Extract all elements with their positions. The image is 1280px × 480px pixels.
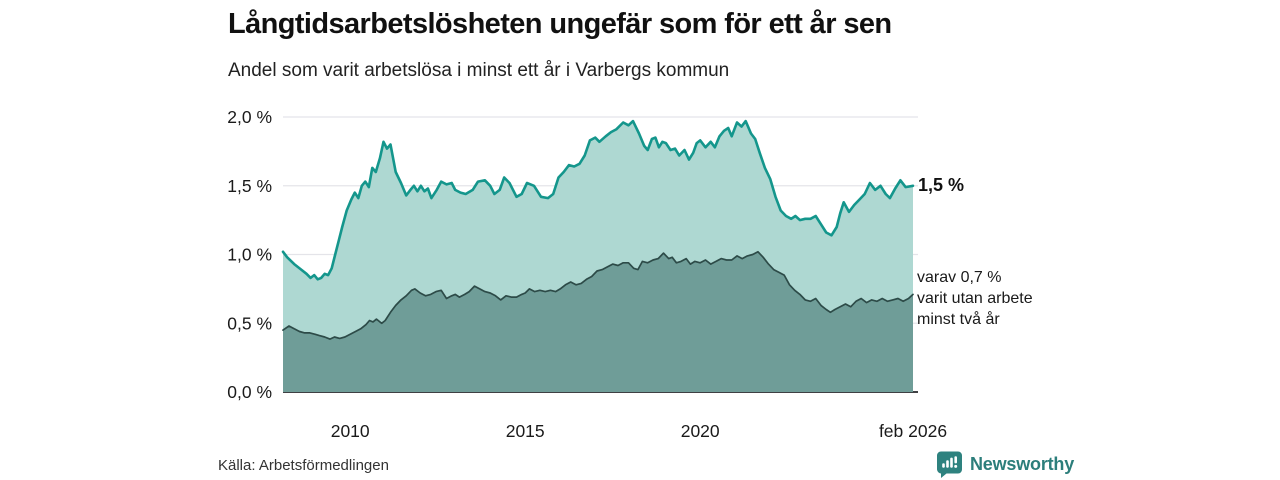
two-year-annotation-line3: minst två år xyxy=(917,311,1000,328)
page-subtitle: Andel som varit arbetslösa i minst ett å… xyxy=(228,60,730,81)
brand-logo: Newsworthy xyxy=(936,450,1074,478)
y-tick-label: 1,5 % xyxy=(227,176,272,196)
page-title: Långtidsarbetslösheten ungefär som för e… xyxy=(228,8,892,40)
source-note: Källa: Arbetsförmedlingen xyxy=(218,457,389,474)
series-line-two-year xyxy=(282,250,914,340)
y-tick-label: 0,5 % xyxy=(227,313,272,333)
x-tick-label: feb 2026 xyxy=(879,421,947,441)
two-year-annotation: varav 0,7 % varit utan arbete minst två … xyxy=(917,267,1033,330)
y-tick-label: 2,0 % xyxy=(227,107,272,127)
two-year-annotation-line2: varit utan arbete xyxy=(917,290,1033,307)
brand-wordmark: Newsworthy xyxy=(970,453,1075,474)
x-tick-label: 2020 xyxy=(681,421,720,441)
y-tick-label: 1,0 % xyxy=(227,245,272,265)
two-year-annotation-line1: varav 0,7 % xyxy=(917,269,1002,286)
y-tick-label: 0,0 % xyxy=(227,382,272,402)
latest-value-label: 1,5 % xyxy=(918,175,965,195)
x-tick-label: 2010 xyxy=(331,421,370,441)
series-line-one-year xyxy=(281,119,915,281)
x-tick-label: 2015 xyxy=(506,421,545,441)
series-area-two-year xyxy=(283,251,913,392)
newsworthy-chart-bubble-icon xyxy=(937,451,962,478)
